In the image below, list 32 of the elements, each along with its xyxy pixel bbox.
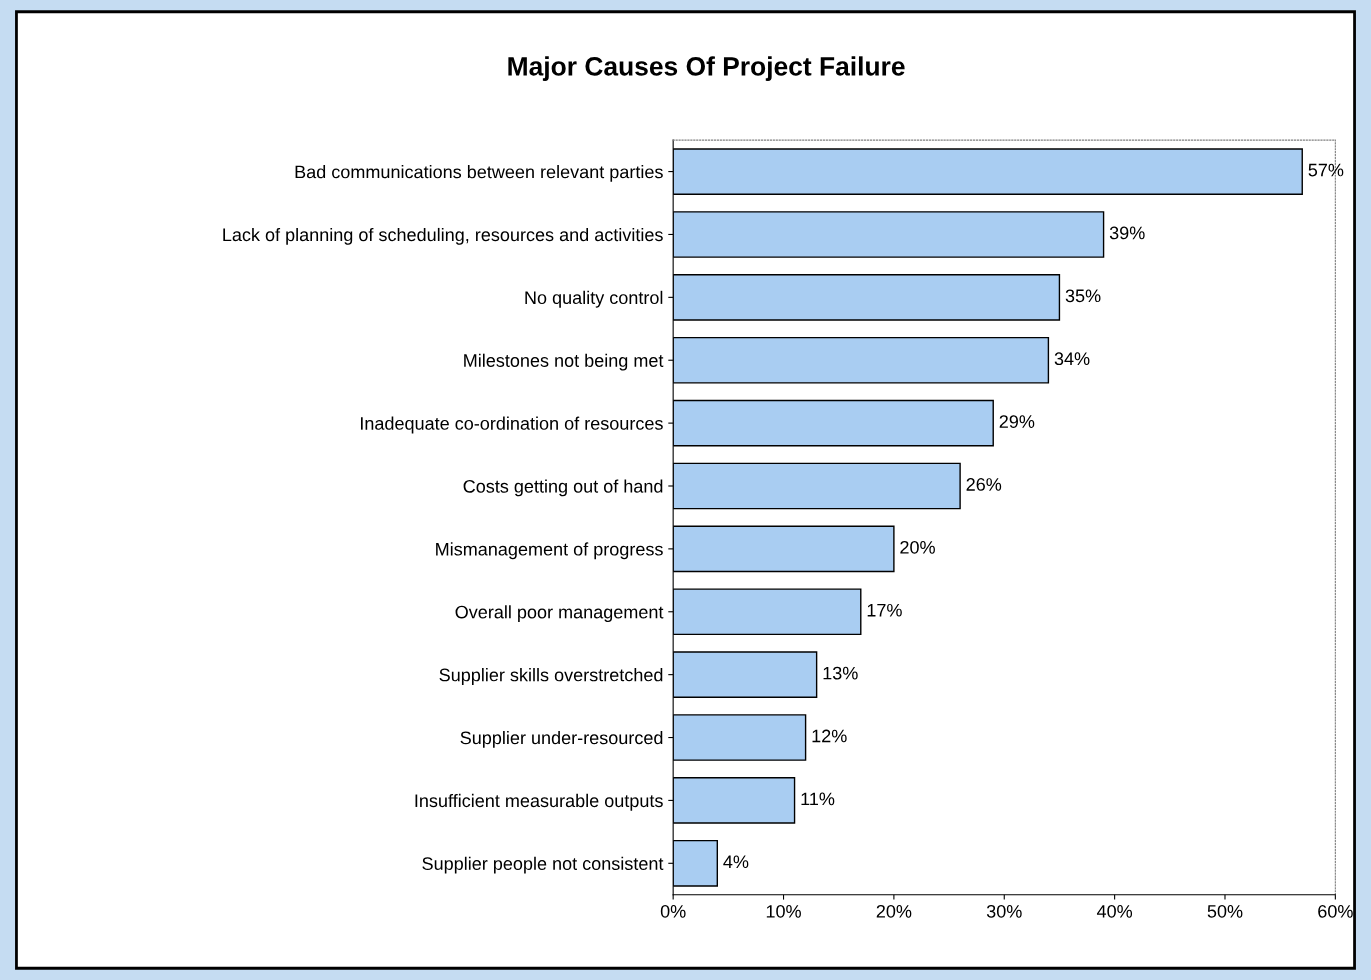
data-label: 20% [900,540,935,554]
data-label: 57% [1308,163,1344,177]
y-tick-label: Milestones not being met [464,353,664,371]
x-tick-label: 40% [1096,904,1133,918]
y-tick-label: Mismanagement of progress [436,542,663,560]
data-label: 11% [801,792,835,806]
x-tick-label: 10% [766,904,801,918]
y-tick-label: Bad communications between relevant parties [295,165,663,182]
data-label: 26% [966,478,1002,491]
data-label: 39% [1109,226,1145,240]
y-tick-label: Costs getting out of hand [463,479,663,497]
y-tick-label: Overall poor management [455,605,664,623]
y-tick-label: Supplier under-resourced [460,730,663,748]
data-label: 4% [723,855,749,869]
y-tick-label: Inadequate co-ordination of resources [361,416,663,434]
x-tick-label: 60% [1318,904,1353,918]
y-tick-label: Supplier people not consistent [422,856,664,874]
x-tick-label: 20% [876,904,912,918]
x-tick-label: 0% [660,904,686,918]
y-tick-label: Insufficient measurable outputs [415,793,663,811]
data-label: 29% [999,415,1035,428]
x-tick-label: 50% [1207,904,1243,918]
y-tick-label: Supplier skills overstretched [439,668,663,685]
chart-title: Major Causes Of Project Failure [508,56,905,81]
data-label: 17% [867,603,902,617]
data-label: 13% [823,666,858,680]
data-label: 34% [1054,352,1090,366]
y-tick-label: Lack of planning of scheduling, resources and activities [223,227,663,245]
data-label: 35% [1065,289,1101,303]
x-tick-label: 30% [986,904,1022,918]
y-tick-label: No quality control [525,290,663,308]
data-label: 12% [812,729,847,743]
